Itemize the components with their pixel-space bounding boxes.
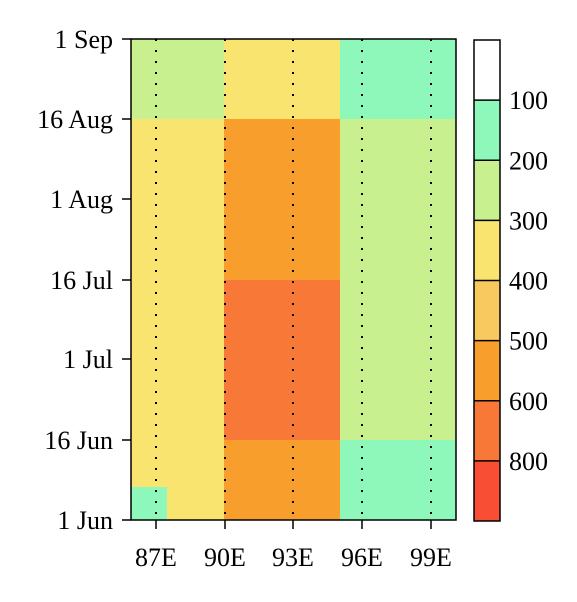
heatmap-cell (224, 487, 340, 520)
heatmap-cell (340, 119, 456, 280)
colorbar-label: 600 (509, 387, 548, 416)
y-axis: 1 Jun 16 Jun 1 Jul 16 Jul 1 Aug 16 Aug 1 Sep (37, 25, 131, 535)
heatmap-cell (340, 440, 456, 487)
heatmap-cell (167, 280, 224, 440)
x-tick-label: 96E (341, 543, 383, 572)
heatmap-cell (224, 280, 340, 440)
colorbar-segment (474, 220, 500, 281)
colorbar-label: 500 (509, 327, 548, 356)
colorbar-label: 100 (509, 86, 548, 115)
colorbar-segment (474, 400, 500, 461)
heatmap-cell (131, 487, 167, 520)
y-tick-label: 16 Aug (37, 105, 113, 134)
y-tick-label: 16 Jul (50, 266, 113, 295)
y-tick-label: 1 Sep (55, 25, 114, 54)
heatmap-cells (131, 39, 456, 520)
x-tick-label: 99E (410, 543, 452, 572)
y-tick-label: 1 Aug (50, 185, 113, 214)
heatmap-cell (340, 280, 456, 440)
colorbar-label: 200 (509, 146, 548, 175)
colorbar: 100 200 300 400 500 600 800 (473, 39, 548, 522)
heatmap-cell (131, 119, 167, 280)
y-tick-label: 1 Jul (63, 345, 113, 374)
colorbar-segment (474, 340, 500, 401)
heatmap-cell (224, 440, 340, 487)
x-tick-label: 87E (135, 543, 177, 572)
heatmap-cell (131, 39, 167, 119)
heatmap-cell (131, 440, 167, 487)
colorbar-segment (474, 280, 500, 341)
colorbar-label: 800 (509, 447, 548, 476)
heatmap-cell (131, 280, 167, 440)
heatmap-cell (167, 119, 224, 280)
colorbar-frame (473, 39, 501, 522)
y-tick-label: 16 Jun (44, 426, 113, 455)
heatmap-cell (167, 487, 224, 520)
heatmap-cell (224, 119, 340, 280)
y-tick-label: 1 Jun (57, 506, 113, 535)
colorbar-segment (474, 160, 500, 221)
heatmap-cell (167, 39, 224, 119)
heatmap-cell (340, 487, 456, 520)
colorbar-segment (474, 40, 500, 101)
x-tick-label: 90E (204, 543, 246, 572)
colorbar-label: 400 (509, 267, 548, 296)
heatmap-cell (340, 39, 456, 119)
x-tick-label: 93E (272, 543, 314, 572)
colorbar-segment (474, 460, 500, 521)
colorbar-label: 300 (509, 206, 548, 235)
heatmap-cell (167, 440, 224, 487)
colorbar-segment (474, 100, 500, 161)
heatmap-cell (224, 39, 340, 119)
x-axis: 87E 90E 93E 96E 99E (135, 520, 452, 572)
